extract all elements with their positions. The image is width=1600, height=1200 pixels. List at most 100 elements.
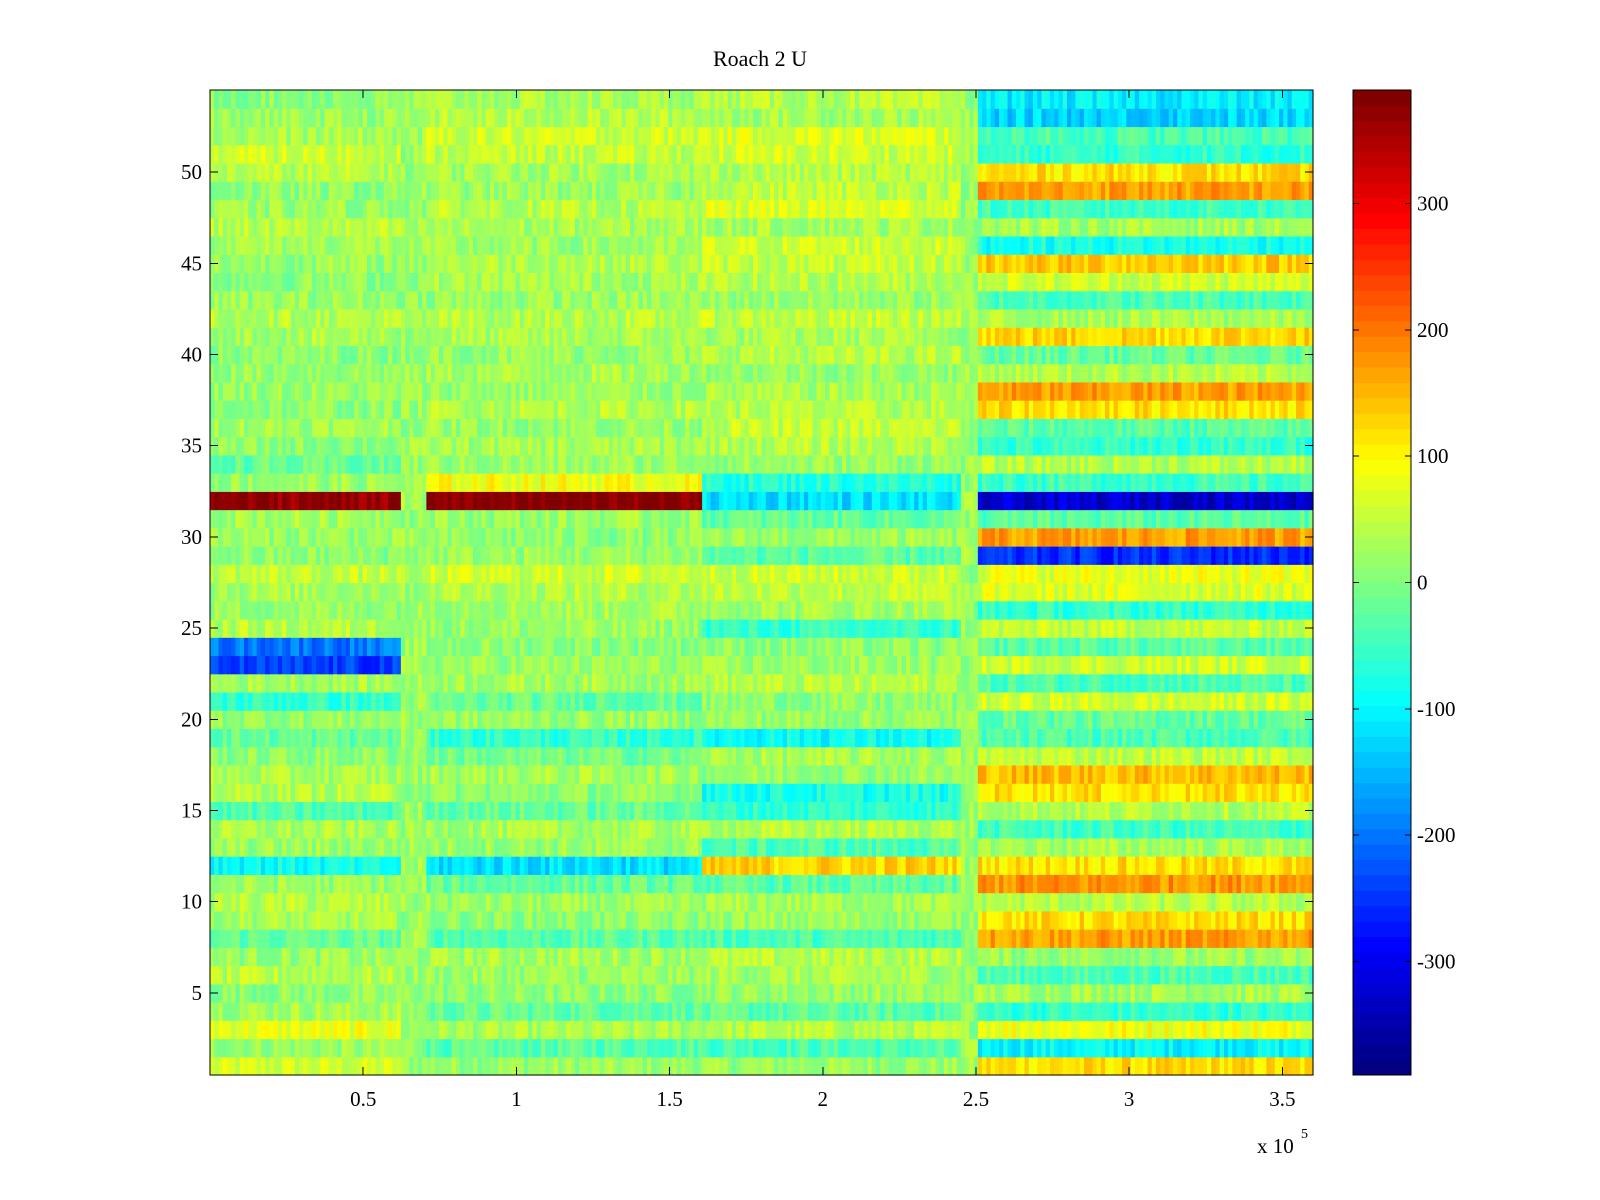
heatmap-cell (655, 910, 661, 930)
heatmap-cell (799, 856, 805, 875)
heatmap-cell (1088, 1056, 1093, 1076)
heatmap-cell (791, 910, 797, 930)
heatmap-cell (549, 1056, 555, 1076)
heatmap-cell (498, 983, 504, 1003)
heatmap-cell (1088, 1038, 1093, 1058)
heatmap-cell (1270, 947, 1276, 967)
heatmap-cell (1033, 892, 1038, 912)
heatmap-cell (1257, 1002, 1263, 1021)
heatmap-cell (1245, 764, 1250, 784)
heatmap-cell (494, 965, 500, 985)
heatmap-cell (642, 856, 648, 875)
heatmap-cell (1130, 910, 1136, 930)
heatmap-cell (1198, 892, 1204, 912)
heatmap-cell (608, 1038, 614, 1058)
heatmap-cell (528, 764, 534, 784)
heatmap-cell (825, 1002, 830, 1021)
heatmap-cell (833, 764, 839, 784)
heatmap-cell (668, 1020, 674, 1040)
heatmap-cell (744, 892, 750, 912)
heatmap-cell (608, 892, 614, 912)
heatmap-cell (1198, 1020, 1204, 1040)
heatmap-cell (260, 819, 266, 839)
heatmap-cell (986, 856, 992, 875)
heatmap-cell (553, 837, 559, 857)
heatmap-cell (710, 746, 716, 766)
heatmap-cell (460, 1002, 466, 1021)
heatmap-cell (931, 874, 937, 894)
heatmap-cell (1134, 874, 1140, 894)
heatmap-cell (379, 1020, 385, 1040)
heatmap-cell (545, 874, 550, 894)
heatmap-cell (1028, 746, 1034, 766)
heatmap-cell (748, 1002, 754, 1021)
heatmap-cell (396, 728, 402, 748)
heatmap-cell (723, 819, 729, 839)
heatmap-cell (1240, 1020, 1246, 1040)
heatmap-cell (769, 1020, 775, 1040)
heatmap-cell (570, 947, 576, 967)
heatmap-cell (337, 892, 343, 912)
heatmap-cell (1287, 1038, 1293, 1058)
heatmap-cell (1181, 819, 1187, 839)
heatmap-cell (1096, 856, 1102, 875)
heatmap-cell (583, 910, 589, 930)
heatmap-cell (808, 746, 814, 766)
heatmap-cell (447, 783, 453, 802)
heatmap-cell (371, 892, 377, 912)
heatmap-cell (481, 746, 487, 766)
heatmap-cell (239, 856, 245, 875)
heatmap-cell (621, 746, 627, 766)
heatmap-cell (943, 910, 949, 930)
heatmap-cell (837, 947, 843, 967)
heatmap-cell (1088, 819, 1093, 839)
heatmap-cell (952, 929, 958, 948)
heatmap-cell (740, 874, 746, 894)
heatmap-cell (379, 856, 385, 875)
heatmap-cell (485, 874, 491, 894)
heatmap-cell (765, 856, 771, 875)
heatmap-cell (702, 819, 707, 839)
heatmap-cell (583, 1020, 589, 1040)
heatmap-cell (430, 892, 436, 912)
heatmap-cell (986, 910, 992, 930)
heatmap-cell (400, 856, 406, 875)
heatmap-cell (1266, 801, 1272, 821)
heatmap-cell (676, 1038, 682, 1058)
heatmap-cell (918, 1038, 924, 1058)
heatmap-cell (969, 728, 975, 748)
heatmap-cell (782, 801, 788, 821)
heatmap-cell (1211, 728, 1217, 748)
heatmap-cell (600, 874, 606, 894)
heatmap-cell (366, 1002, 372, 1021)
heatmap-cell (502, 856, 508, 875)
heatmap-cell (1130, 1002, 1136, 1021)
heatmap-cell (1249, 965, 1255, 985)
heatmap-cell (973, 746, 979, 766)
heatmap-cell (854, 837, 860, 857)
heatmap-cell (277, 1038, 283, 1058)
heatmap-cell (727, 728, 733, 748)
heatmap-cell (1037, 1020, 1043, 1040)
heatmap-cell (1253, 910, 1259, 930)
heatmap-cell (893, 783, 898, 802)
heatmap-cell (1304, 746, 1310, 766)
heatmap-cell (926, 856, 932, 875)
heatmap-cell (999, 1056, 1004, 1076)
heatmap-cell (269, 764, 275, 784)
heatmap-cell (528, 783, 534, 802)
heatmap-cell (570, 837, 576, 857)
heatmap-cell (1122, 1038, 1127, 1058)
heatmap-cell (1075, 929, 1081, 948)
heatmap-cell (1088, 1020, 1093, 1040)
heatmap-cell (1105, 819, 1110, 839)
heatmap-cell (1300, 837, 1306, 857)
heatmap-cell (383, 874, 389, 894)
heatmap-cell (265, 1038, 270, 1058)
heatmap-cell (519, 801, 525, 821)
heatmap-cell (540, 801, 546, 821)
heatmap-cell (1028, 965, 1034, 985)
heatmap-cell (358, 801, 364, 821)
heatmap-cell (587, 965, 593, 985)
heatmap-cell (710, 764, 716, 784)
